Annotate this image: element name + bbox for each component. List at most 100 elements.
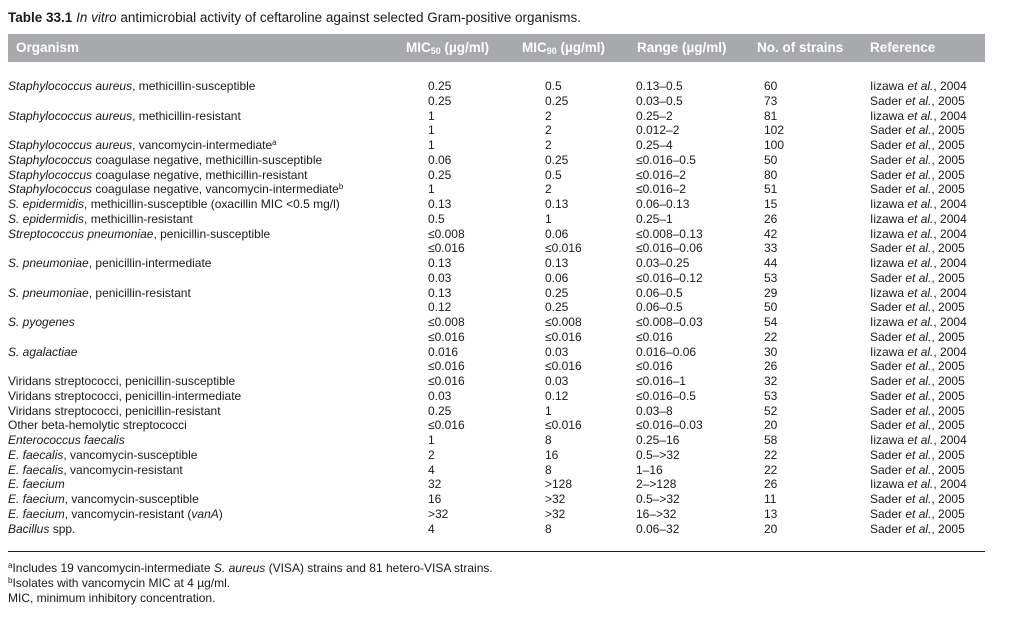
range-cell: ≤0.016–0.06 xyxy=(636,241,703,256)
reference-cell: Sader et al., 2005 xyxy=(870,241,965,256)
mic50-cell: ≤0.008 xyxy=(428,226,465,241)
strains-cell: 60 xyxy=(764,79,778,93)
table-row: E. faecium, vancomycin-resistant (vanA) >… xyxy=(8,507,985,522)
strains-cell: 20 xyxy=(764,418,778,433)
header-mic50: MIC50 (µg/ml) xyxy=(406,40,490,56)
mic50-cell: ≤0.016 xyxy=(428,418,465,433)
range-cell: ≤0.016–0.12 xyxy=(636,270,703,285)
table-row: Streptococcus pneumoniae, penicillin-sus… xyxy=(8,227,985,242)
reference-cell: Iizawa et al., 2004 xyxy=(870,315,967,329)
mic50-cell: ≤0.016 xyxy=(428,374,465,388)
organism-cell: Other beta-hemolytic streptococci xyxy=(8,418,187,433)
reference-cell: Iizawa et al., 2004 xyxy=(870,226,967,241)
range-cell: 2–>128 xyxy=(636,477,677,492)
mic90-cell: 2 xyxy=(545,108,552,123)
mic50-cell: 0.13 xyxy=(428,285,452,300)
strains-cell: 58 xyxy=(764,433,778,447)
mic90-cell: ≤0.016 xyxy=(545,241,582,256)
reference-cell: Iizawa et al., 2004 xyxy=(870,108,967,123)
range-cell: 0.13–0.5 xyxy=(636,79,683,93)
table-row: Viridans streptococci, penicillin-resist… xyxy=(8,404,985,419)
reference-cell: Sader et al., 2005 xyxy=(870,462,965,477)
table-row: S. epidermidis, methicillin-susceptible … xyxy=(8,197,985,212)
reference-cell: Sader et al., 2005 xyxy=(870,152,965,167)
reference-cell: Sader et al., 2005 xyxy=(870,506,965,521)
reference-cell: Sader et al., 2005 xyxy=(870,123,965,138)
mic90-cell: ≤0.016 xyxy=(545,359,582,374)
reference-cell: Iizawa et al., 2004 xyxy=(870,477,967,492)
mic50-cell: 1 xyxy=(428,138,435,152)
strains-cell: 42 xyxy=(764,226,778,241)
reference-cell: Iizawa et al., 2004 xyxy=(870,344,967,359)
reference-cell: Sader et al., 2005 xyxy=(870,300,965,315)
table-row: 1 2 0.012–2 102 Sader et al., 2005 xyxy=(8,123,985,138)
strains-cell: 30 xyxy=(764,344,778,359)
organism-cell: E. faecalis, vancomycin-resistant xyxy=(8,462,183,477)
mic50-cell: ≤0.008 xyxy=(428,315,465,329)
range-cell: ≤0.016–2 xyxy=(636,167,686,182)
table-row: 0.25 0.25 0.03–0.5 73 Sader et al., 2005 xyxy=(8,94,985,109)
reference-cell: Sader et al., 2005 xyxy=(870,403,965,418)
table-row: S. agalactiae 0.016 0.03 0.016–0.06 30 Iizawa… xyxy=(8,345,985,360)
strains-cell: 54 xyxy=(764,315,778,329)
mic50-cell: 16 xyxy=(428,492,442,506)
mic50-cell: 0.25 xyxy=(428,93,452,108)
strains-cell: 44 xyxy=(764,256,778,270)
organism-cell: S. epidermidis, methicillin-resistant xyxy=(8,211,193,226)
mic50-cell: 4 xyxy=(428,462,435,477)
strains-cell: 29 xyxy=(764,285,778,300)
mic50-cell: 0.12 xyxy=(428,300,452,315)
reference-cell: Iizawa et al., 2004 xyxy=(870,256,967,270)
table-row: S. pyogenes ≤0.008 ≤0.008 ≤0.008–0.03 54 Iiza… xyxy=(8,315,985,330)
table-row: ≤0.016 ≤0.016 ≤0.016 22 Sader et al., 2005 xyxy=(8,330,985,345)
organism-cell: Staphylococcus coagulase negative, vanco… xyxy=(8,182,344,197)
range-cell: ≤0.016–1 xyxy=(636,374,686,388)
range-cell: 0.06–32 xyxy=(636,521,680,536)
mic90-cell: 0.25 xyxy=(545,152,569,167)
reference-cell: Iizawa et al., 2004 xyxy=(870,211,967,226)
reference-cell: Sader et al., 2005 xyxy=(870,388,965,403)
strains-cell: 102 xyxy=(764,123,785,138)
table-row: Viridans streptococci, penicillin-suscep… xyxy=(8,374,985,389)
table-row: 0.12 0.25 0.06–0.5 50 Sader et al., 2005 xyxy=(8,300,985,315)
strains-cell: 53 xyxy=(764,270,778,285)
range-cell: 16–>32 xyxy=(636,506,677,521)
mic50-cell: 0.25 xyxy=(428,79,452,93)
organism-cell: Staphylococcus aureus, methicillin-resis… xyxy=(8,108,241,123)
reference-cell: Sader et al., 2005 xyxy=(870,182,965,197)
range-cell: 0.25–1 xyxy=(636,211,673,226)
table-row: 0.03 0.06 ≤0.016–0.12 53 Sader et al., 2005 xyxy=(8,271,985,286)
range-cell: 0.06–0.13 xyxy=(636,197,690,211)
reference-cell: Sader et al., 2005 xyxy=(870,93,965,108)
reference-cell: Sader et al., 2005 xyxy=(870,447,965,462)
table-body: Staphylococcus aureus, methicillin-susce… xyxy=(8,79,985,536)
strains-cell: 32 xyxy=(764,374,778,388)
table-row: Staphylococcus aureus, vancomycin-interm… xyxy=(8,138,985,153)
mic50-cell: 0.25 xyxy=(428,403,452,418)
reference-cell: Iizawa et al., 2004 xyxy=(870,433,967,447)
organism-cell: E. faecium xyxy=(8,477,65,492)
range-cell: 1–16 xyxy=(636,462,663,477)
organism-cell: Streptococcus pneumoniae, penicillin-sus… xyxy=(8,226,271,241)
range-cell: 0.016–0.06 xyxy=(636,344,697,359)
caption-text: antimicrobial activity of ceftaroline ag… xyxy=(116,10,582,25)
table-caption: Table 33.1 In vitro antimicrobial activi… xyxy=(8,9,998,27)
table-row: Viridans streptococci, penicillin-interm… xyxy=(8,389,985,404)
header-organism: Organism xyxy=(16,40,80,55)
footnote-b: bIsolates with vancomycin MIC at 4 µg/ml… xyxy=(8,576,231,590)
organism-cell: S. pyogenes xyxy=(8,315,75,329)
footnote-a: aIncludes 19 vancomycin-intermediate S. … xyxy=(8,561,493,575)
mic90-cell: 0.12 xyxy=(545,388,569,403)
table-row: E. faecalis, vancomycin-susceptible 2 16 0.… xyxy=(8,448,985,463)
mic90-cell: 0.03 xyxy=(545,374,569,388)
table-row: ≤0.016 ≤0.016 ≤0.016–0.06 33 Sader et al., 2… xyxy=(8,241,985,256)
reference-cell: Sader et al., 2005 xyxy=(870,521,965,536)
range-cell: 0.012–2 xyxy=(636,123,680,138)
mic50-cell: 0.13 xyxy=(428,256,452,270)
range-cell: 0.25–2 xyxy=(636,108,673,123)
mic90-cell: ≤0.008 xyxy=(545,315,582,329)
mic90-cell: 8 xyxy=(545,462,552,477)
range-cell: 0.5–>32 xyxy=(636,447,680,462)
table-row: Staphylococcus coagulase negative, methi… xyxy=(8,168,985,183)
organism-cell: Staphylococcus coagulase negative, methi… xyxy=(8,152,323,167)
